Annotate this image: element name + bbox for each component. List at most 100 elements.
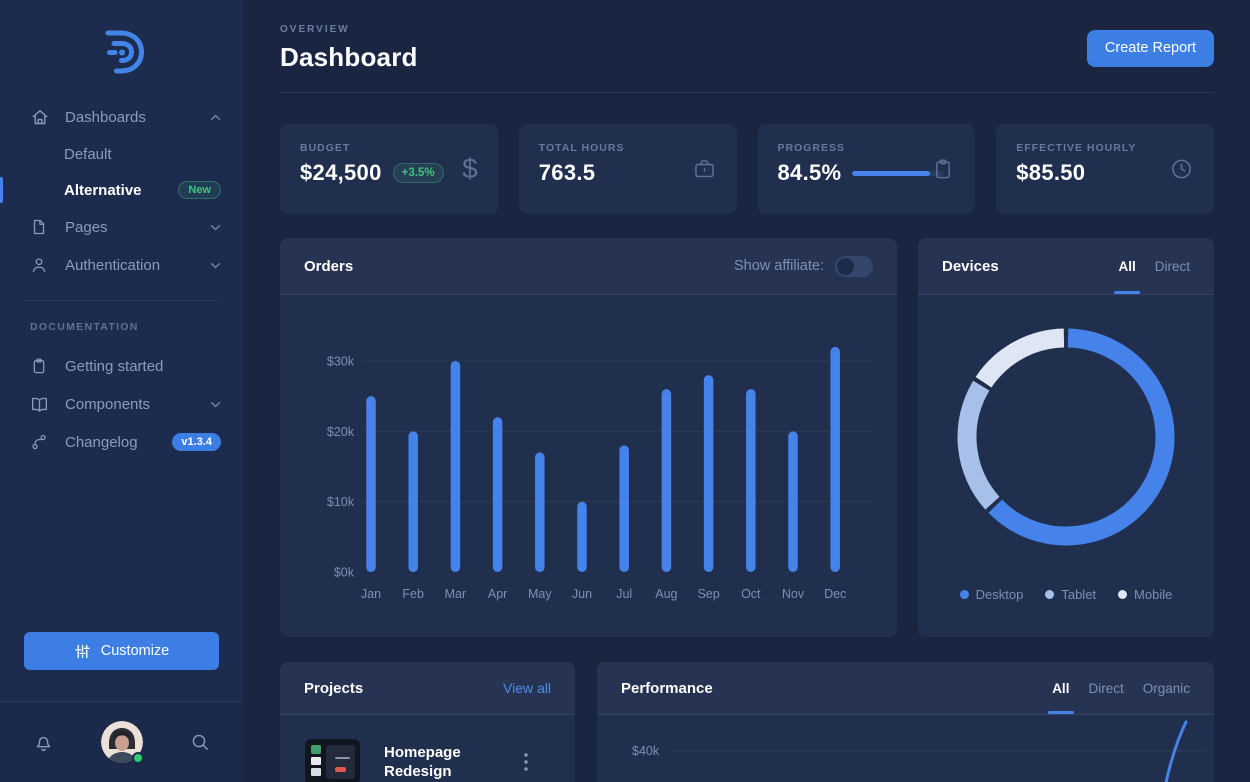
sidebar-item-authentication[interactable]: Authentication bbox=[0, 246, 243, 284]
legend-label: Mobile bbox=[1134, 587, 1173, 602]
sidebar-item-label: Components bbox=[65, 395, 151, 413]
orders-card: Orders Show affiliate: $0k $10k $20k $30k Ja… bbox=[280, 238, 897, 637]
svg-text:Jun: Jun bbox=[572, 587, 592, 601]
project-list-item[interactable]: Homepage Redesign bbox=[280, 715, 575, 782]
stats-row: BUDGET $24,500 +3.5% $ TOTAL HOURS 763.5… bbox=[280, 124, 1214, 214]
svg-text:$10k: $10k bbox=[327, 495, 355, 509]
sidebar-item-label: Dashboards bbox=[65, 108, 146, 126]
card-title: Performance bbox=[621, 679, 713, 697]
stat-card-progress: PROGRESS 84.5% bbox=[757, 124, 976, 214]
git-branch-icon bbox=[30, 433, 52, 451]
project-thumbnail bbox=[305, 739, 360, 782]
customize-label: Customize bbox=[100, 643, 170, 659]
stat-value: $85.50 bbox=[1016, 160, 1086, 185]
customize-button[interactable]: Customize bbox=[24, 632, 219, 670]
legend-item-mobile: Mobile bbox=[1118, 587, 1172, 602]
dollar-icon: $ bbox=[462, 153, 478, 184]
sidebar-item-label: Pages bbox=[65, 218, 108, 236]
show-affiliate-toggle[interactable] bbox=[835, 255, 873, 277]
sidebar-section-label: DOCUMENTATION bbox=[30, 321, 139, 333]
book-open-icon bbox=[30, 395, 52, 414]
project-title: Homepage Redesign bbox=[384, 744, 461, 780]
toggle-knob bbox=[837, 257, 854, 275]
sidebar-item-components[interactable]: Components bbox=[0, 385, 243, 423]
bottom-row: Projects View all Homepage Redesign Perf… bbox=[280, 662, 1214, 782]
svg-text:Mar: Mar bbox=[445, 587, 467, 601]
brand-logo[interactable] bbox=[0, 0, 243, 98]
devices-donut-chart bbox=[957, 328, 1175, 546]
progress-fill bbox=[852, 170, 931, 176]
sidebar-item-default[interactable]: Default bbox=[0, 136, 243, 172]
new-badge: New bbox=[178, 181, 221, 199]
chevron-up-icon bbox=[210, 114, 221, 121]
bell-icon[interactable] bbox=[33, 732, 54, 753]
orders-card-header: Orders Show affiliate: bbox=[280, 238, 897, 295]
chevron-down-icon bbox=[210, 224, 221, 231]
performance-card: Performance All Direct Organic $40k bbox=[597, 662, 1214, 782]
tab-direct[interactable]: Direct bbox=[1088, 680, 1124, 696]
sliders-icon bbox=[74, 643, 91, 660]
clipboard-icon bbox=[30, 357, 52, 375]
svg-text:Feb: Feb bbox=[402, 587, 424, 601]
search-icon[interactable] bbox=[190, 732, 210, 752]
sidebar-item-changelog[interactable]: Changelog v1.3.4 bbox=[0, 423, 243, 461]
devices-card: Devices All Direct Desktop Tablet bbox=[918, 238, 1214, 637]
active-indicator bbox=[0, 177, 3, 203]
svg-text:Jan: Jan bbox=[361, 587, 381, 601]
sidebar-item-label: Getting started bbox=[65, 357, 164, 375]
stat-value: $24,500 bbox=[300, 160, 382, 185]
stat-label: TOTAL HOURS bbox=[538, 142, 625, 154]
svg-text:Oct: Oct bbox=[741, 587, 761, 601]
tab-all[interactable]: All bbox=[1052, 662, 1069, 714]
svg-text:Nov: Nov bbox=[782, 587, 805, 601]
stat-value: 763.5 bbox=[538, 160, 596, 185]
svg-text:Aug: Aug bbox=[655, 587, 677, 601]
page-header: OVERVIEW Dashboard Create Report bbox=[280, 0, 1214, 93]
stat-label: BUDGET bbox=[300, 142, 351, 154]
sidebar-divider bbox=[24, 300, 219, 301]
sidebar-footer bbox=[0, 701, 243, 782]
sidebar-item-dashboards[interactable]: Dashboards bbox=[0, 98, 243, 136]
avatar-image bbox=[101, 721, 143, 763]
tab-all[interactable]: All bbox=[1118, 238, 1135, 294]
legend-item-tablet: Tablet bbox=[1045, 587, 1096, 602]
legend-item-desktop: Desktop bbox=[959, 587, 1023, 602]
tab-direct[interactable]: Direct bbox=[1154, 258, 1190, 274]
sidebar-item-label: Authentication bbox=[65, 256, 161, 274]
svg-text:$20k: $20k bbox=[327, 425, 355, 439]
svg-text:$30k: $30k bbox=[327, 355, 355, 369]
svg-text:$40k: $40k bbox=[632, 744, 660, 758]
legend-dot bbox=[1118, 590, 1128, 599]
online-status-dot bbox=[132, 752, 144, 764]
briefcase-icon bbox=[692, 157, 717, 182]
main-content: OVERVIEW Dashboard Create Report BUDGET … bbox=[243, 0, 1250, 782]
card-title: Projects bbox=[304, 679, 364, 697]
legend-dot bbox=[959, 590, 969, 599]
create-report-button[interactable]: Create Report bbox=[1086, 29, 1214, 67]
page-eyebrow: OVERVIEW bbox=[280, 23, 350, 35]
file-icon bbox=[30, 218, 52, 236]
sidebar-item-alternative[interactable]: Alternative New bbox=[0, 172, 243, 208]
avatar[interactable] bbox=[101, 721, 144, 764]
kebab-menu-icon[interactable] bbox=[520, 749, 532, 775]
sidebar-item-pages[interactable]: Pages bbox=[0, 208, 243, 246]
sidebar-item-label: Alternative bbox=[64, 181, 142, 199]
chevron-down-icon bbox=[210, 262, 221, 269]
sidebar: Dashboards Default Alternative New Pages… bbox=[0, 0, 243, 782]
stat-card-total-hours: TOTAL HOURS 763.5 bbox=[518, 124, 737, 214]
legend-label: Tablet bbox=[1061, 587, 1097, 602]
svg-text:$0k: $0k bbox=[334, 566, 355, 580]
card-title: Devices bbox=[942, 257, 999, 275]
svg-text:Apr: Apr bbox=[488, 587, 507, 601]
svg-text:Jul: Jul bbox=[616, 587, 632, 601]
view-all-link[interactable]: View all bbox=[503, 680, 551, 696]
legend-dot bbox=[1045, 590, 1055, 599]
progress-bar bbox=[852, 170, 945, 176]
home-icon bbox=[30, 107, 52, 127]
toggle-label: Show affiliate: bbox=[733, 258, 824, 274]
tab-organic[interactable]: Organic bbox=[1142, 680, 1190, 696]
card-title: Orders bbox=[304, 257, 354, 275]
sidebar-item-getting-started[interactable]: Getting started bbox=[0, 347, 243, 385]
projects-card-header: Projects View all bbox=[280, 662, 575, 715]
brand-logo-icon bbox=[105, 30, 144, 74]
